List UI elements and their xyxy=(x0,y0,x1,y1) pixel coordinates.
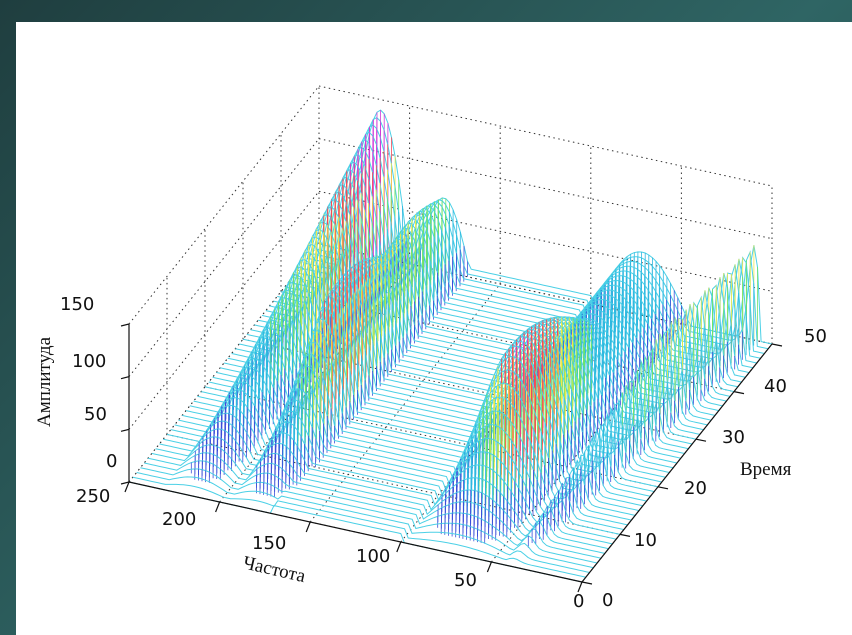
time-slice xyxy=(132,476,586,578)
y-axis xyxy=(581,343,773,583)
time-slice xyxy=(250,244,704,431)
y-tick xyxy=(657,486,669,490)
x-axis-label: Частота xyxy=(241,552,308,587)
x-axis xyxy=(128,481,583,583)
y-tick-label: 50 xyxy=(804,326,827,347)
time-slice xyxy=(201,306,655,493)
z-tick xyxy=(120,376,130,380)
time-slice xyxy=(280,184,735,393)
z-tick-label: 0 xyxy=(106,451,117,472)
y-tick xyxy=(581,581,593,585)
time-slice xyxy=(254,236,708,426)
time-slice xyxy=(185,353,640,512)
x-tick xyxy=(305,521,311,533)
time-slice xyxy=(315,116,769,350)
time-slice xyxy=(220,274,674,469)
y-tick xyxy=(695,438,707,442)
time-slice xyxy=(189,341,643,507)
time-slice xyxy=(269,206,723,407)
grid-line xyxy=(491,323,682,563)
time-slice xyxy=(246,251,700,435)
figure-panel: 150 100 50 0 250 200 150 100 50 0 0 10 2… xyxy=(16,22,852,635)
z-tick-label: 50 xyxy=(84,404,107,425)
grid-line xyxy=(400,303,592,543)
y-axis-label: Время xyxy=(740,459,792,480)
grid-line xyxy=(318,85,773,187)
y-tick-label: 20 xyxy=(684,478,707,499)
y-tick-label: 0 xyxy=(602,590,613,611)
grid-line xyxy=(128,85,320,325)
axes xyxy=(120,323,783,593)
time-slice xyxy=(170,399,624,531)
y-tick-label: 30 xyxy=(722,427,745,448)
x-tick-label: 50 xyxy=(454,570,477,591)
time-slice xyxy=(235,261,689,450)
y-tick-label: 10 xyxy=(634,530,657,551)
grid-line xyxy=(128,138,320,377)
x-tick-label: 100 xyxy=(356,546,390,567)
grid-line xyxy=(309,283,501,523)
time-slice xyxy=(311,124,765,354)
x-tick xyxy=(486,561,492,573)
z-tick xyxy=(120,481,130,485)
y-tick xyxy=(733,391,745,395)
grid-line xyxy=(128,243,320,483)
time-slice xyxy=(197,318,651,497)
x-tick-label: 250 xyxy=(76,486,110,507)
x-tick-label: 0 xyxy=(573,591,584,612)
time-slice xyxy=(204,295,659,488)
y-tick xyxy=(771,343,783,347)
z-axis-label: Амплитуда xyxy=(34,336,55,427)
time-slice xyxy=(265,213,719,412)
time-slice xyxy=(231,263,685,454)
x-tick xyxy=(215,501,221,513)
grid-line xyxy=(128,191,320,430)
chart-canvas: 150 100 50 0 250 200 150 100 50 0 0 10 2… xyxy=(34,85,827,612)
time-slice xyxy=(299,146,754,369)
y-tick xyxy=(619,533,631,537)
time-slice xyxy=(303,139,757,364)
grid-line xyxy=(219,263,410,503)
time-slice xyxy=(174,388,628,526)
y-tick-label: 40 xyxy=(764,376,787,397)
z-tick-label: 150 xyxy=(60,294,94,315)
time-slice xyxy=(136,472,590,573)
z-tick-label: 100 xyxy=(72,351,106,372)
x-tick xyxy=(124,481,130,493)
x-tick xyxy=(577,581,583,593)
x-tick xyxy=(396,541,402,553)
time-slice xyxy=(296,154,750,374)
time-slice xyxy=(140,467,594,569)
z-tick xyxy=(120,323,130,327)
waterfall-surface xyxy=(128,109,773,583)
time-slice xyxy=(318,109,773,345)
time-slice xyxy=(284,176,738,388)
x-tick-label: 200 xyxy=(162,509,196,530)
x-tick-label: 150 xyxy=(252,533,286,554)
time-slice xyxy=(216,279,670,473)
grid-lines xyxy=(128,85,773,583)
z-tick xyxy=(120,428,130,432)
time-slice xyxy=(144,460,598,564)
time-slice xyxy=(159,428,613,545)
